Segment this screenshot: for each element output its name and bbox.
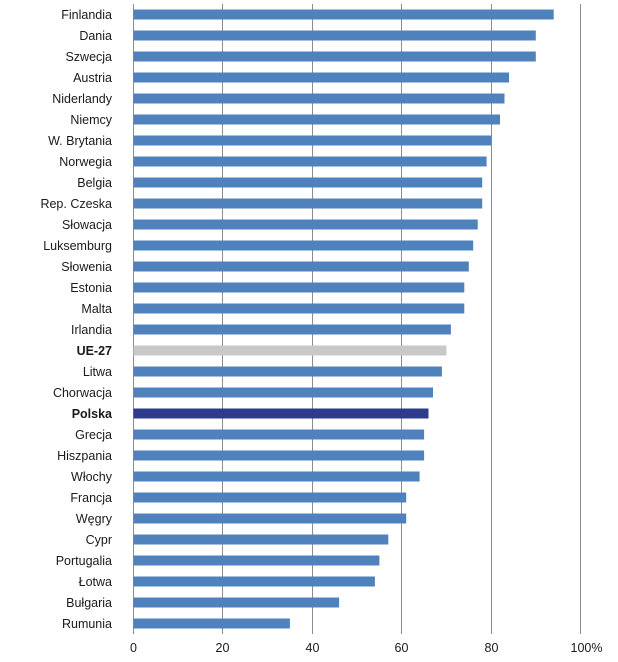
bar-luksemburg (133, 240, 474, 251)
bar-ue-27 (133, 345, 447, 356)
category-label: Szwecja (65, 50, 112, 64)
bar-węgry (133, 513, 407, 524)
x-tick-label: 80 (485, 641, 499, 655)
category-label: Węgry (76, 512, 113, 526)
bar-słowenia (133, 261, 469, 272)
category-label: Irlandia (71, 323, 112, 337)
bar-litwa (133, 366, 442, 377)
x-tick-label: 0 (130, 641, 137, 655)
category-label: Słowacja (62, 218, 112, 232)
bar-dania (133, 30, 536, 41)
category-label: Portugalia (56, 554, 112, 568)
category-label: UE-27 (77, 344, 112, 358)
bar-rumunia (133, 618, 290, 629)
bar-niemcy (133, 114, 500, 125)
x-tick-label: 40 (306, 641, 320, 655)
bar-cypr (133, 534, 389, 545)
x-tick-label: 100% (571, 641, 603, 655)
bar-malta (133, 303, 465, 314)
x-tick-label: 60 (395, 641, 409, 655)
bar-szwecja (133, 51, 536, 62)
category-label: Słowenia (61, 260, 112, 274)
bar-polska (133, 408, 429, 419)
category-label: Chorwacja (53, 386, 112, 400)
category-label: Belgia (77, 176, 112, 190)
bar-słowacja (133, 219, 478, 230)
category-label: Grecja (75, 428, 112, 442)
category-label: Malta (81, 302, 112, 316)
bar-włochy (133, 471, 420, 482)
category-label: Rep. Czeska (40, 197, 112, 211)
x-tick-label: 20 (216, 641, 230, 655)
bars (133, 9, 554, 629)
bar-finlandia (133, 9, 554, 20)
category-label: Estonia (70, 281, 112, 295)
category-label: Luksemburg (43, 239, 112, 253)
category-label: Francja (70, 491, 112, 505)
category-label: Łotwa (79, 575, 112, 589)
bar-w-brytania (133, 135, 492, 146)
category-label: Niderlandy (52, 92, 113, 106)
bar-chorwacja (133, 387, 433, 398)
bar-portugalia (133, 555, 380, 566)
category-label: Norwegia (59, 155, 112, 169)
category-label: Polska (72, 407, 113, 421)
bar-niderlandy (133, 93, 505, 104)
category-label: Hiszpania (57, 449, 112, 463)
bar-norwegia (133, 156, 487, 167)
x-axis-tick-labels: 0 20 40 60 80 100% (130, 641, 602, 655)
bar-francja (133, 492, 407, 503)
bar-estonia (133, 282, 465, 293)
bar-austria (133, 72, 509, 83)
bar-łotwa (133, 576, 375, 587)
bar-grecja (133, 429, 425, 440)
category-label: Finlandia (61, 8, 112, 22)
category-label: Dania (79, 29, 112, 43)
category-label: Cypr (86, 533, 112, 547)
category-label: Włochy (71, 470, 113, 484)
category-label: Bułgaria (66, 596, 112, 610)
bar-irlandia (133, 324, 451, 335)
category-labels: Finlandia Dania Szwecja Austria Niderlandy Ni… (40, 8, 113, 631)
bar-rep-czeska (133, 198, 483, 209)
bar-belgia (133, 177, 483, 188)
category-label: W. Brytania (48, 134, 112, 148)
gridlines (133, 4, 581, 634)
category-label: Niemcy (70, 113, 112, 127)
category-label: Rumunia (62, 617, 112, 631)
bar-bułgaria (133, 597, 340, 608)
category-label: Austria (73, 71, 112, 85)
bar-hiszpania (133, 450, 425, 461)
category-label: Litwa (83, 365, 112, 379)
